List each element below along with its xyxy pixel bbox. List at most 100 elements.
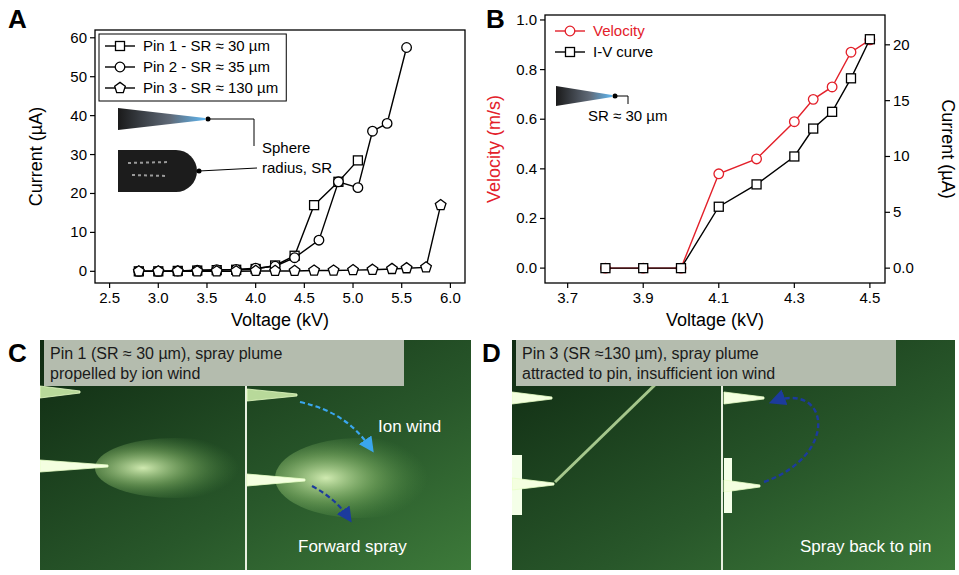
photo-background xyxy=(512,340,955,570)
x-tick-label: 5.0 xyxy=(343,289,364,306)
caption-line: Pin 3 (SR ≈130 µm), spray plume xyxy=(522,345,759,362)
marker-pentagon xyxy=(250,265,261,275)
y-tick xyxy=(90,115,95,116)
y-tick-label: 0.6 xyxy=(516,110,537,127)
legend-frame xyxy=(99,34,286,101)
marker-square xyxy=(639,264,648,273)
pin-image xyxy=(512,392,552,404)
caption-line: attracted to pin, insufficient ion wind xyxy=(522,365,775,382)
y-tick-label: 1.0 xyxy=(516,11,537,28)
spray-plume xyxy=(95,438,255,498)
y2-tick xyxy=(885,268,890,269)
marker-square xyxy=(714,202,723,211)
leader-line xyxy=(208,119,254,146)
leader-line xyxy=(615,96,628,104)
legend-marker xyxy=(566,48,575,57)
marker-circle xyxy=(314,235,324,245)
x-tick-label: 6.0 xyxy=(440,289,461,306)
pin-image xyxy=(118,150,197,192)
marker-pentagon xyxy=(231,266,242,276)
x-tick xyxy=(794,283,795,288)
photo-label: Spray back to pin xyxy=(800,537,931,556)
legend-marker xyxy=(115,82,126,92)
marker-circle xyxy=(368,126,378,136)
x-tick xyxy=(718,283,719,288)
panel-letter: A xyxy=(8,4,27,34)
x-tick xyxy=(643,283,644,288)
marker-pentagon xyxy=(192,266,203,276)
y-tick xyxy=(540,19,545,20)
marker-circle xyxy=(192,265,202,275)
marker-pentagon xyxy=(367,264,378,274)
x-tick-label: 5.5 xyxy=(391,289,412,306)
x-tick xyxy=(158,283,159,288)
marker-circle xyxy=(153,267,163,277)
marker-pentagon xyxy=(153,266,164,276)
marker-square xyxy=(847,74,856,83)
annotation: Sphereradius, SR xyxy=(262,139,332,176)
pin-image xyxy=(40,460,108,472)
marker-square xyxy=(865,35,874,44)
legend-marker xyxy=(115,62,125,72)
x-tick xyxy=(109,283,110,288)
y-tick xyxy=(90,76,95,77)
pin-highlight xyxy=(128,162,170,176)
marker-pentagon xyxy=(211,266,222,276)
series-line xyxy=(605,40,869,268)
x-tick-label: 3.5 xyxy=(197,289,218,306)
marker-pentagon xyxy=(309,265,320,275)
marker-circle xyxy=(865,35,875,45)
spray-arrow xyxy=(312,486,350,520)
x-tick-label: 4.5 xyxy=(294,289,315,306)
chart-0: A2.53.03.54.04.55.05.56.00102030405060Vo… xyxy=(8,4,465,330)
series-group xyxy=(601,35,875,273)
y2-tick xyxy=(885,156,890,157)
series-line xyxy=(139,205,441,271)
x-tick-label: 3.0 xyxy=(148,289,169,306)
y-tick xyxy=(90,193,95,194)
y-tick xyxy=(540,218,545,219)
photo-background xyxy=(40,340,471,570)
marker-pentagon xyxy=(401,263,412,273)
x-tick xyxy=(567,283,568,288)
y-tick xyxy=(90,37,95,38)
y-axis-title: Velocity (m/s) xyxy=(484,95,504,203)
photo-panel-1: Pin 3 (SR ≈130 µm), spray plume attracted… xyxy=(482,338,955,570)
spray-plume xyxy=(555,380,660,482)
marker-circle xyxy=(790,117,800,127)
marker-circle xyxy=(714,169,724,179)
y-tick-label: 0.0 xyxy=(516,259,537,276)
x-tick-label: 3.7 xyxy=(557,289,578,306)
marker-pentagon xyxy=(421,262,432,272)
marker-circle xyxy=(676,263,686,273)
x-tick-label: 4.1 xyxy=(708,289,729,306)
marker-pentagon xyxy=(387,263,398,273)
photo xyxy=(512,340,955,570)
chart-1: B3.73.94.14.34.50.00.20.40.60.81.00.0510… xyxy=(484,4,958,330)
caption-line: propelled by ion wind xyxy=(50,365,200,382)
marker-pentagon xyxy=(270,265,281,275)
needle-image xyxy=(118,108,205,130)
marker-circle xyxy=(290,253,300,263)
x-tick-label: 4.5 xyxy=(859,289,880,306)
series-group xyxy=(133,43,445,276)
legend: Pin 1 - SR ≈ 30 µmPin 2 - SR ≈ 35 µmPin … xyxy=(99,34,286,101)
panel-letter: D xyxy=(482,338,501,368)
marker-circle xyxy=(827,82,837,92)
x-axis-title: Voltage (kV) xyxy=(666,310,764,330)
marker-pentagon xyxy=(172,266,183,276)
y2-tick-label: 20 xyxy=(893,36,910,53)
legend-label: Pin 3 - SR ≈ 130 µm xyxy=(143,79,278,96)
y2-tick-label: 15 xyxy=(893,92,910,109)
marker-pentagon xyxy=(133,266,144,276)
inset: SR ≈ 30 µm xyxy=(556,86,667,124)
spray-back-arrow xyxy=(764,398,818,482)
spray-plume xyxy=(275,438,445,518)
y-tick-label: 30 xyxy=(70,146,87,163)
y-tick xyxy=(540,119,545,120)
y2-tick-label: 10 xyxy=(893,147,910,164)
panel-letter: B xyxy=(486,4,505,34)
y-tick-label: 60 xyxy=(70,29,87,46)
pin-image xyxy=(512,478,554,490)
caption-line: Pin 1 (SR ≈ 30 µm), spray plume xyxy=(50,345,282,362)
